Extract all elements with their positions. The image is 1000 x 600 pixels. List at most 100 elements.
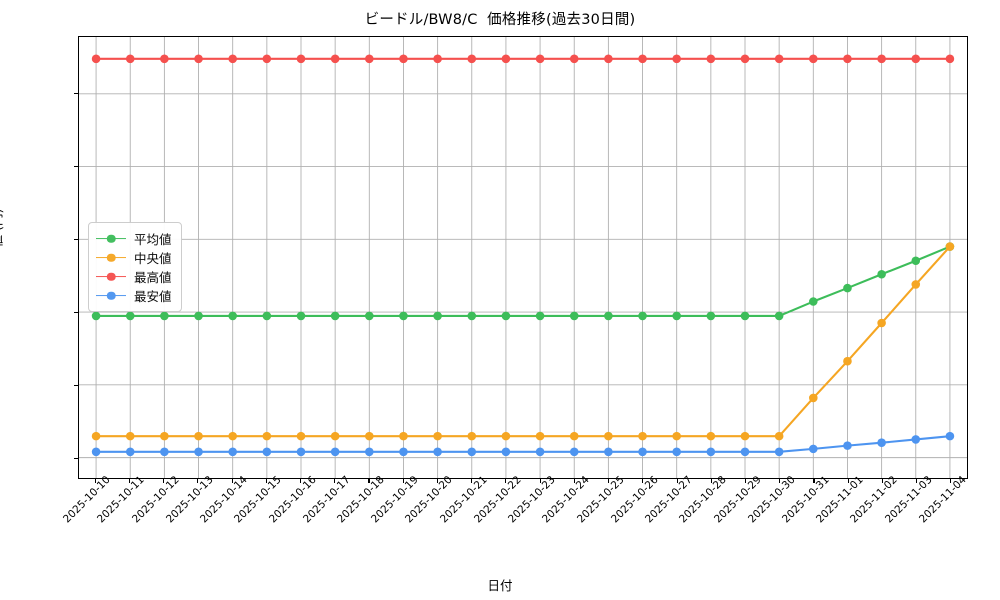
data-point-marker	[160, 447, 169, 457]
data-point-marker	[160, 54, 169, 64]
data-point-marker	[740, 54, 750, 64]
data-point-marker	[809, 297, 818, 306]
x-axis-tick-mark	[710, 479, 712, 483]
data-point-marker	[125, 54, 135, 64]
x-axis-tick-mark	[471, 479, 473, 483]
data-point-marker	[365, 431, 374, 441]
legend-line-marker-icon	[96, 290, 126, 302]
data-point-marker	[433, 431, 442, 441]
data-point-marker	[330, 431, 340, 441]
data-point-marker	[672, 447, 681, 457]
data-point-marker	[160, 311, 169, 321]
y-axis-tick-mark	[74, 165, 78, 167]
x-axis-tick-mark	[505, 479, 507, 483]
x-axis-tick-mark	[779, 479, 781, 483]
legend-item-label: 平均値	[134, 232, 172, 247]
data-point-marker	[330, 54, 340, 64]
x-axis-tick-mark	[881, 479, 884, 483]
data-point-marker	[911, 435, 921, 444]
legend-item[interactable]: 最安値	[96, 286, 172, 305]
legend-item-label: 最安値	[134, 289, 172, 304]
data-point-marker	[672, 54, 681, 64]
data-point-marker	[911, 54, 921, 64]
data-point-marker	[501, 54, 511, 64]
data-series	[91, 242, 955, 321]
data-point-marker	[706, 54, 716, 64]
data-point-marker	[365, 447, 374, 457]
data-point-marker	[194, 311, 203, 321]
data-point-marker	[569, 311, 579, 321]
data-point-marker	[569, 54, 579, 64]
x-axis-tick-mark	[197, 479, 199, 483]
data-point-marker	[433, 311, 442, 321]
data-point-marker	[399, 54, 408, 64]
data-point-marker	[91, 447, 101, 457]
data-point-marker	[296, 311, 306, 321]
data-point-marker	[774, 431, 784, 441]
data-point-marker	[194, 447, 203, 457]
data-point-marker	[296, 54, 306, 64]
data-series	[91, 54, 955, 64]
data-point-marker	[877, 318, 886, 328]
x-axis-label: 日付	[487, 578, 513, 593]
x-axis-tick-mark	[334, 479, 336, 483]
data-point-marker	[945, 431, 955, 441]
data-point-marker	[843, 356, 852, 366]
data-point-marker	[501, 311, 511, 321]
data-point-marker	[638, 431, 647, 441]
data-point-marker	[330, 447, 340, 457]
data-point-marker	[467, 447, 477, 457]
gridlines	[79, 37, 967, 478]
x-axis-tick-mark	[163, 479, 165, 483]
x-axis-tick-mark	[847, 479, 849, 483]
data-point-marker	[296, 431, 306, 441]
data-point-marker	[501, 431, 511, 441]
data-point-marker	[91, 54, 101, 64]
legend-item-label: 最高値	[134, 270, 172, 285]
legend-line-marker-icon	[96, 233, 126, 245]
data-point-marker	[228, 54, 237, 64]
data-point-marker	[877, 54, 886, 64]
x-axis-tick-mark	[368, 479, 370, 483]
data-point-marker	[604, 447, 613, 457]
data-point-marker	[911, 280, 921, 289]
data-point-marker	[330, 311, 340, 321]
x-axis-tick-mark	[436, 479, 439, 483]
x-axis-tick-mark	[128, 479, 130, 483]
legend-line-marker-icon	[96, 252, 126, 264]
legend-item-label: 中央値	[134, 251, 172, 266]
data-point-marker	[228, 311, 237, 321]
x-axis-tick-mark	[676, 479, 678, 483]
data-point-marker	[672, 431, 681, 441]
data-point-marker	[809, 54, 818, 64]
series-line	[95, 435, 951, 453]
x-axis-tick-mark	[231, 479, 233, 483]
data-point-marker	[774, 311, 784, 321]
data-point-marker	[843, 441, 852, 450]
data-point-marker	[501, 447, 511, 457]
data-point-marker	[194, 54, 203, 64]
chart-legend: 平均値中央値最高値最安値	[88, 222, 182, 312]
y-axis-label: 値 (円)	[0, 208, 5, 248]
data-point-marker	[228, 447, 237, 457]
data-point-marker	[877, 438, 886, 447]
x-axis-tick-mark	[573, 479, 575, 483]
data-point-marker	[467, 54, 477, 64]
x-axis-tick-mark	[813, 479, 815, 483]
data-point-marker	[945, 242, 955, 251]
data-point-marker	[399, 447, 408, 457]
data-point-marker	[160, 431, 169, 441]
legend-item[interactable]: 平均値	[96, 229, 172, 248]
y-axis-tick-mark	[74, 311, 78, 313]
data-point-marker	[433, 447, 442, 457]
data-point-marker	[706, 431, 716, 441]
x-axis-tick-mark	[402, 479, 404, 483]
data-point-marker	[535, 54, 545, 64]
y-axis-tick-mark	[74, 384, 78, 387]
data-point-marker	[467, 311, 477, 321]
legend-item[interactable]: 最高値	[96, 267, 172, 286]
data-point-marker	[945, 54, 955, 64]
series-line	[95, 245, 951, 438]
legend-item[interactable]: 中央値	[96, 248, 172, 267]
